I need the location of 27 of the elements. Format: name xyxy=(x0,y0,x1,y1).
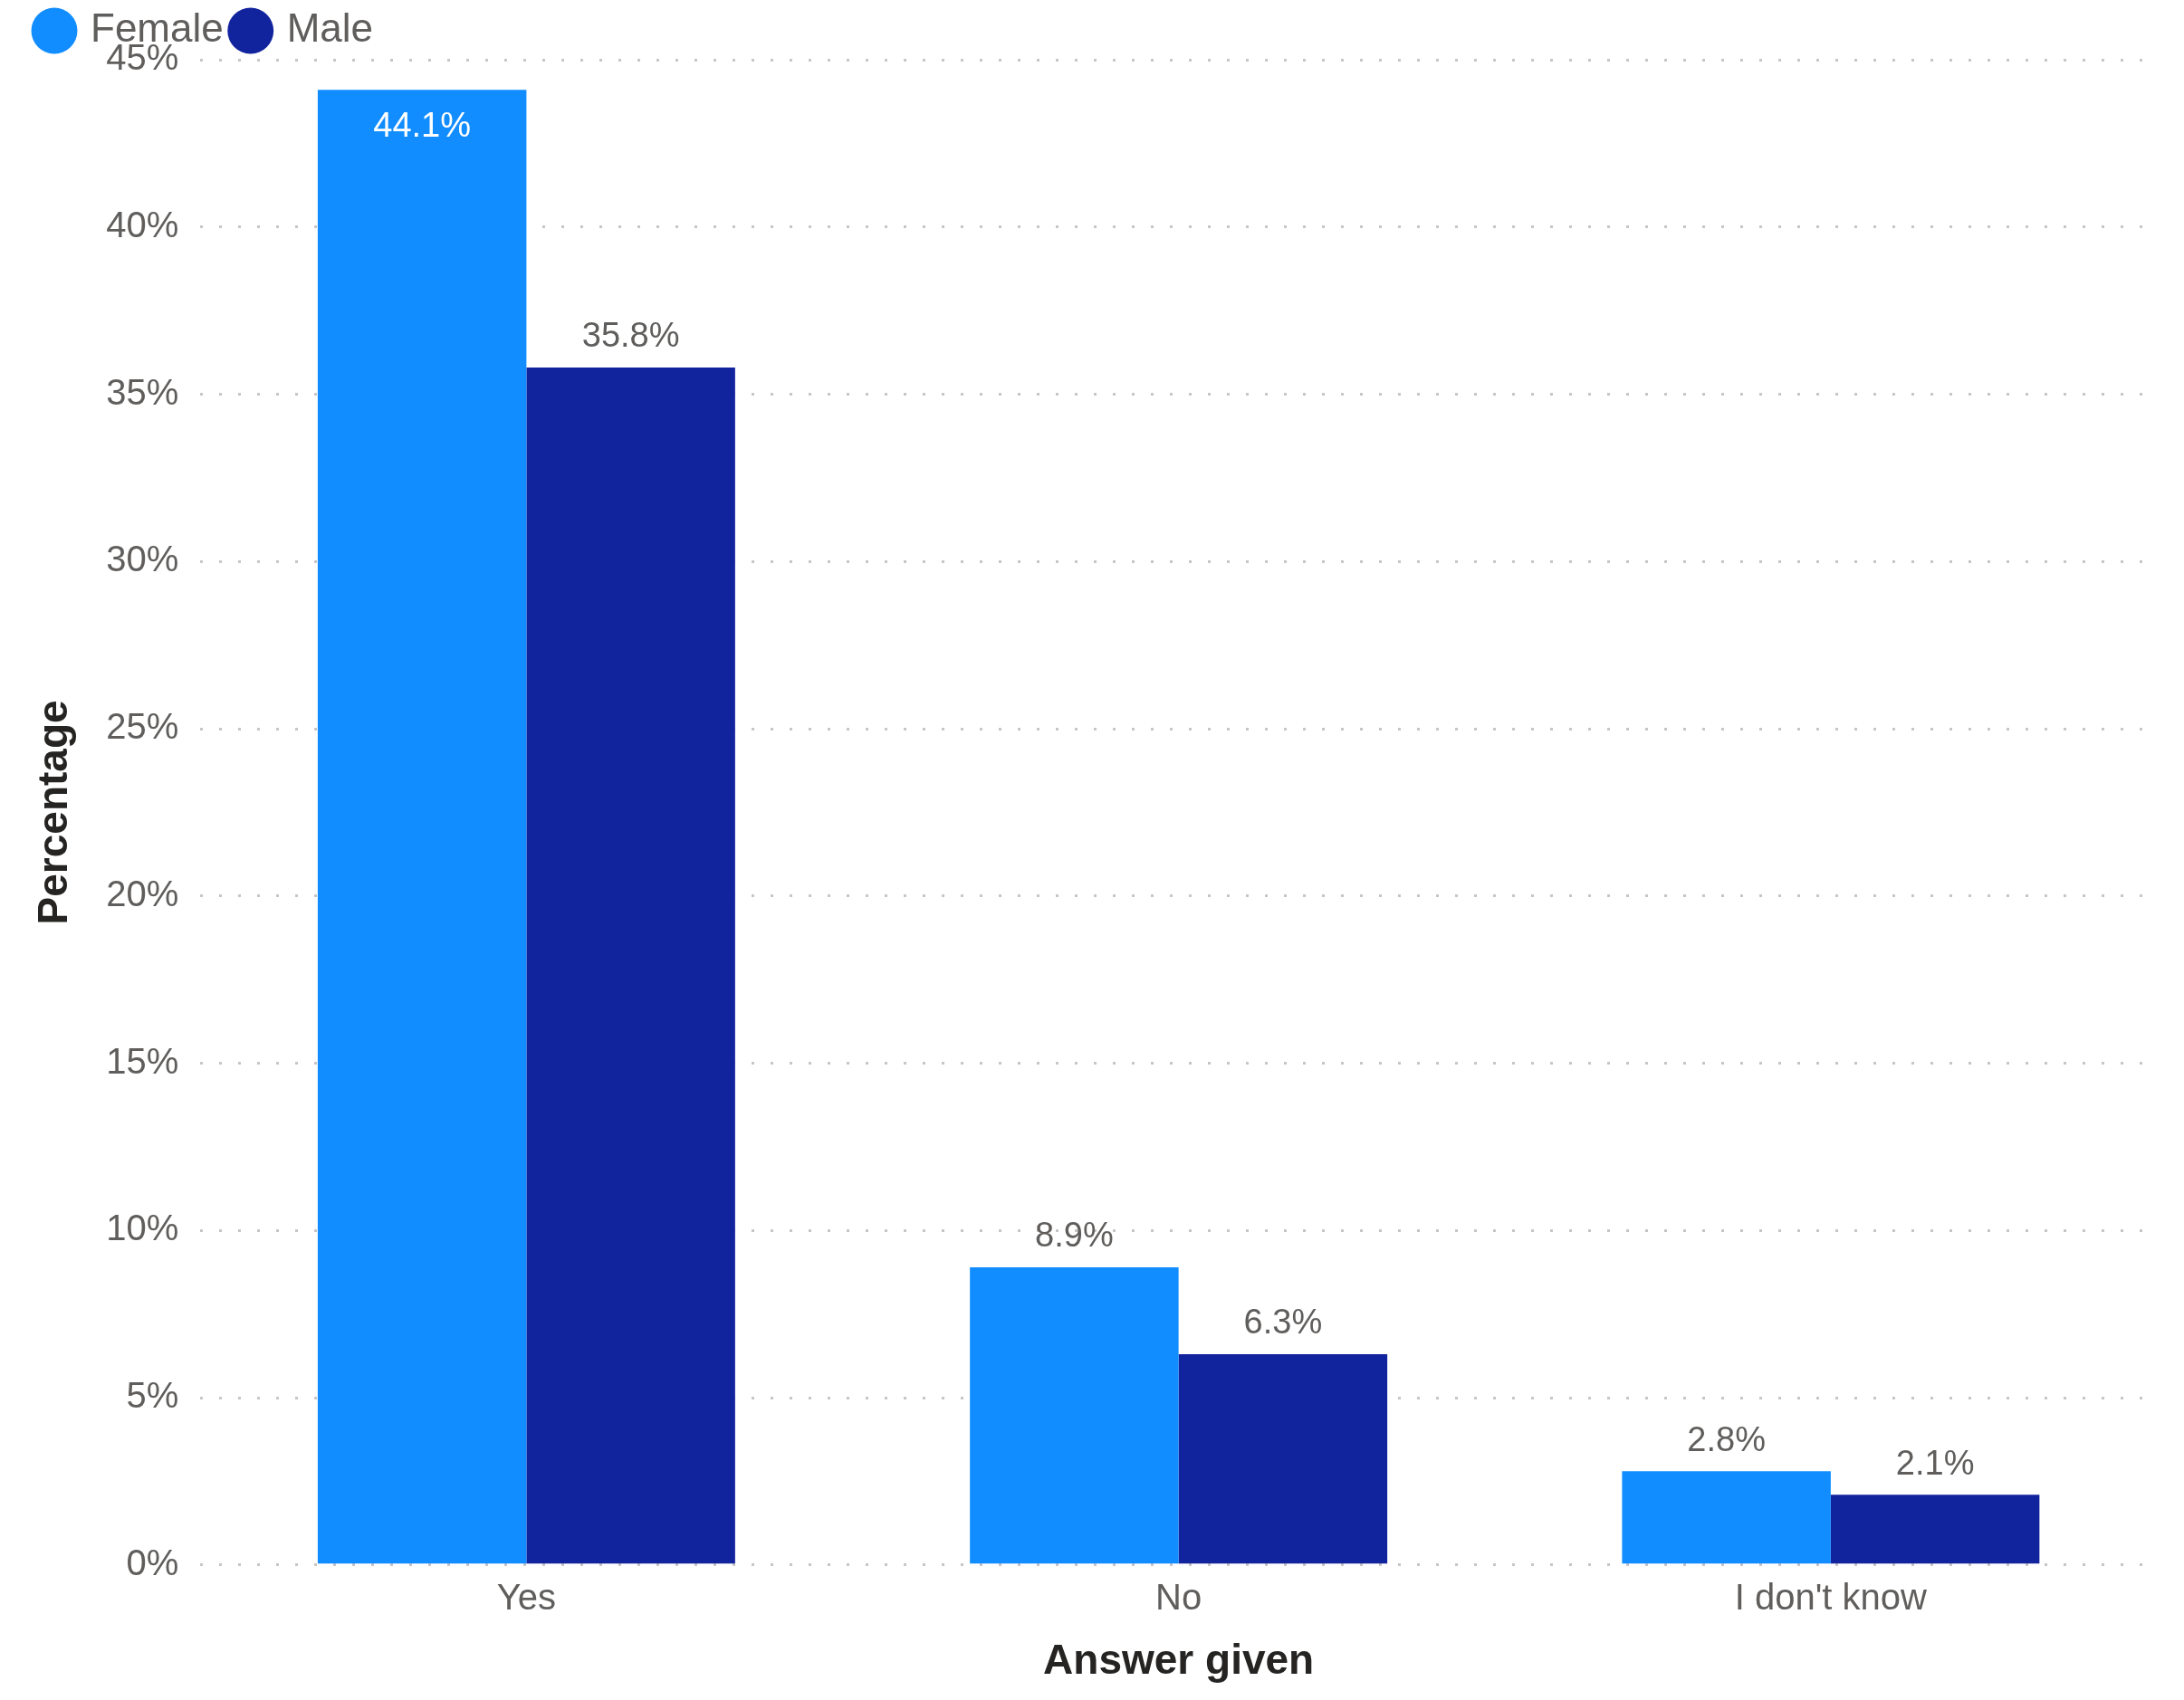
y-tick-label: 15% xyxy=(106,1040,179,1081)
y-axis-title: Percentage xyxy=(29,700,77,925)
y-tick-label: 30% xyxy=(106,539,179,579)
bar xyxy=(317,90,527,1564)
x-tick-label: No xyxy=(1155,1576,1202,1617)
data-label: 2.8% xyxy=(1687,1419,1766,1458)
y-tick-label: 0% xyxy=(126,1542,179,1582)
data-label: 35.8% xyxy=(581,316,680,355)
bar xyxy=(970,1266,1179,1564)
x-tick-label: Yes xyxy=(496,1576,557,1617)
data-label: 8.9% xyxy=(1035,1216,1114,1255)
bar xyxy=(1178,1354,1388,1564)
data-label: 2.1% xyxy=(1895,1443,1975,1482)
bar xyxy=(1830,1495,2040,1564)
y-tick-label: 35% xyxy=(106,371,179,412)
bar xyxy=(526,367,735,1564)
y-tick-label: 20% xyxy=(106,873,179,913)
x-axis-title: Answer given xyxy=(1043,1636,1315,1684)
y-tick-label: 10% xyxy=(106,1208,179,1248)
y-tick-label: 5% xyxy=(126,1375,179,1416)
y-tick-label: 25% xyxy=(106,706,179,747)
y-tick-label: 40% xyxy=(106,204,179,244)
bar xyxy=(1622,1471,1831,1564)
data-label: 6.3% xyxy=(1243,1303,1323,1342)
legend-label: Male xyxy=(286,5,374,51)
data-label: 44.1% xyxy=(373,105,472,144)
x-tick-label: I don't know xyxy=(1734,1576,1928,1617)
